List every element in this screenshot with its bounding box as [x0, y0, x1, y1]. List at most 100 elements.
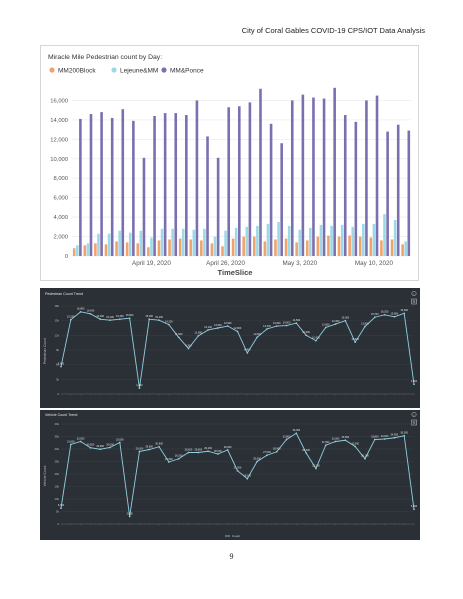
- data-point: [187, 451, 190, 454]
- data-label: 29,900: [96, 445, 104, 448]
- y-tick-label: 10,000: [50, 157, 68, 163]
- data-point: [118, 318, 121, 321]
- bar-mm200block: [348, 235, 351, 256]
- panel-menu-icon[interactable]: [411, 298, 417, 305]
- data-point: [413, 383, 415, 386]
- data-point: [393, 436, 396, 439]
- bar-mmponce: [100, 112, 103, 256]
- y-gridlines: [72, 100, 411, 257]
- bar-mm200block: [284, 238, 288, 256]
- data-point: [403, 434, 406, 437]
- data-label: 29,100: [204, 447, 212, 450]
- y-tick-label: 9k: [56, 348, 60, 352]
- data-point: [89, 446, 92, 449]
- bar-mm200block: [401, 244, 404, 256]
- data-point: [226, 325, 229, 327]
- data-point: [305, 334, 307, 337]
- bar-mmponce: [153, 116, 156, 256]
- bar-mm200block: [94, 243, 97, 256]
- data-point: [364, 325, 366, 328]
- data-label: 12,000: [302, 331, 310, 334]
- data-label: 11,600: [253, 333, 261, 336]
- chart-legend: MM200Block Lejeune&MM MM&Ponce: [49, 67, 204, 75]
- y-tick-label: 5k: [56, 510, 60, 514]
- bar-lejeune: [298, 229, 302, 256]
- data-label: 6,300: [58, 504, 65, 507]
- data-point: [236, 330, 239, 333]
- bar-mmponce: [195, 100, 199, 256]
- data-point: [99, 448, 102, 451]
- data-point: [226, 449, 229, 451]
- bar-mmponce: [333, 87, 336, 256]
- data-point: [373, 438, 376, 441]
- data-point: [305, 452, 307, 454]
- dark-panel-background: [40, 288, 420, 408]
- bar-mm200block: [178, 238, 182, 256]
- data-label: 13,300: [263, 325, 271, 328]
- panel-info-icon[interactable]: i: [411, 412, 417, 417]
- svg-text:i: i: [414, 292, 415, 296]
- bar-lejeune: [213, 236, 217, 256]
- data-point: [295, 322, 298, 324]
- bar-lejeune: [372, 223, 376, 256]
- bar-mmponce: [386, 131, 389, 256]
- data-label: 30,500: [87, 444, 95, 447]
- bar-mm200block: [200, 240, 203, 256]
- bar-lejeune: [203, 228, 206, 256]
- panel-menu-icon[interactable]: [411, 419, 417, 426]
- legend-label-count: Count: [232, 534, 240, 538]
- bar-mmponce: [354, 121, 358, 256]
- bar-mm200block: [252, 236, 256, 256]
- data-label: 15,300: [116, 315, 124, 318]
- data-point: [256, 460, 258, 463]
- data-point: [197, 451, 200, 454]
- bar-lejeune: [330, 225, 333, 256]
- bar-lejeune: [309, 227, 312, 256]
- bar-mm200block: [380, 240, 383, 256]
- data-label: 15,300: [96, 315, 104, 318]
- data-point: [177, 457, 180, 460]
- panel-info-icon[interactable]: i: [411, 291, 417, 296]
- data-point: [364, 457, 366, 460]
- y-tick-label: 3k: [56, 377, 60, 381]
- bar-mm200block: [136, 243, 140, 256]
- bar-lejeune: [150, 237, 153, 256]
- data-label: 33,000: [77, 437, 85, 440]
- data-label: 3,000: [127, 512, 134, 515]
- data-label: 15,500: [126, 314, 134, 317]
- page-number: 9: [229, 552, 234, 561]
- data-point: [236, 469, 239, 472]
- bar-mmponce: [206, 136, 209, 256]
- data-point: [207, 329, 209, 331]
- data-label: 28,600: [185, 448, 193, 451]
- y-axis-label: Vehicle Count: [43, 465, 47, 486]
- bars: [72, 87, 411, 257]
- y-tick-label: 30k: [54, 447, 59, 451]
- data-label: 15,700: [371, 313, 379, 316]
- bar-mm200block: [210, 243, 214, 256]
- bar-mmponce: [280, 143, 283, 256]
- data-label: 13,800: [361, 322, 369, 325]
- data-label: 33,000: [332, 437, 340, 440]
- bar-lejeune: [351, 226, 355, 256]
- data-point: [109, 446, 111, 449]
- legend-label-mm200block: MM200Block: [58, 68, 96, 75]
- pedestrian-by-day-bar-chart: Miracle Mile Pedestrian count by Day: MM…: [40, 45, 419, 281]
- bar-mmponce: [290, 100, 294, 256]
- chart-title: Vehicle Count Trend: [45, 413, 77, 417]
- data-label: 15,200: [67, 315, 75, 318]
- bar-mmponce: [132, 120, 135, 256]
- bar-lejeune: [192, 229, 196, 256]
- data-point: [207, 450, 209, 453]
- data-point: [295, 432, 298, 435]
- x-tick-label: April 19, 2020: [132, 260, 171, 267]
- y-tick-label: 8,000: [53, 176, 68, 182]
- x-axis-label: TimeSlice: [218, 268, 253, 277]
- bar-mm200block: [83, 245, 87, 256]
- data-label: 13,100: [204, 326, 212, 329]
- legend-swatch-lejeune: [111, 67, 117, 73]
- data-label: 34,000: [381, 435, 389, 438]
- bar-mmponce: [121, 109, 125, 256]
